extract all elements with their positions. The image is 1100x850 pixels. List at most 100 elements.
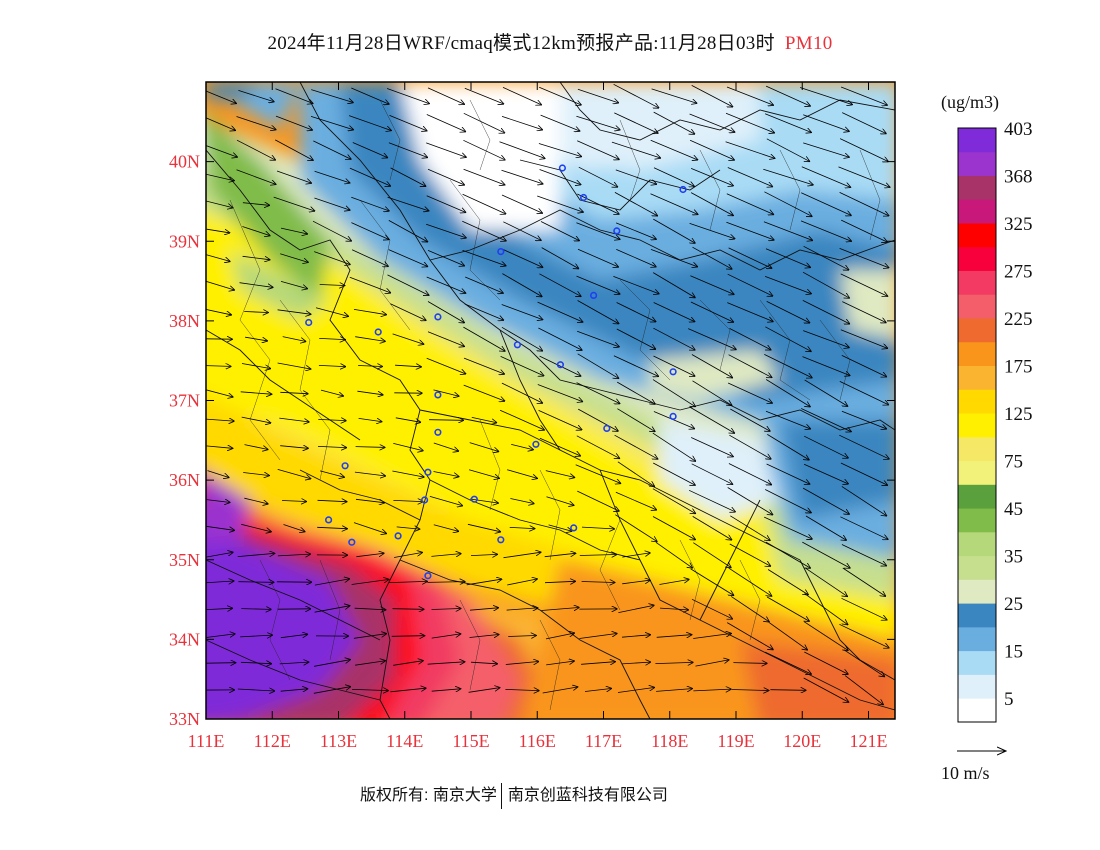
wind-vector <box>468 469 499 478</box>
wind-vector <box>462 220 505 240</box>
wind-vector <box>506 608 538 610</box>
wind-vector <box>546 496 574 505</box>
colorbar-swatch <box>958 270 996 295</box>
wind-vector <box>386 88 429 104</box>
pm10-field <box>206 82 895 719</box>
wind-vector <box>621 635 650 637</box>
wind-vector <box>206 280 234 290</box>
wind-vector <box>578 166 617 187</box>
wind-vector <box>844 675 883 705</box>
wind-vector <box>548 524 572 531</box>
wind-vector <box>803 677 849 702</box>
wind-vector <box>729 328 771 349</box>
wind-vector <box>655 662 692 663</box>
wind-vector <box>726 622 773 650</box>
wind-vector <box>206 309 231 315</box>
wind-vector <box>319 338 345 339</box>
wind-vector <box>396 527 420 529</box>
wind-vector <box>768 622 807 649</box>
wind-vector <box>505 662 538 665</box>
y-tick-label: 33N <box>169 709 200 729</box>
wind-vector <box>471 417 496 422</box>
wind-vector <box>765 379 810 407</box>
colorbar-swatch <box>958 674 996 699</box>
wind-vector <box>653 327 694 350</box>
wind-vector <box>241 363 270 369</box>
colorbar-swatch <box>958 650 996 675</box>
wind-vector <box>501 382 542 403</box>
wind-vector <box>427 168 464 185</box>
wind-vector <box>431 554 460 557</box>
wind-vector <box>206 419 233 421</box>
wind-vector <box>500 356 544 375</box>
wind-vector <box>273 196 315 211</box>
colorbar-swatch <box>958 484 996 509</box>
wind-vector <box>506 469 537 479</box>
wind-vector <box>317 446 346 447</box>
wind-vector <box>764 651 811 674</box>
wind-vector <box>689 139 734 160</box>
wind-vector <box>579 555 616 556</box>
wind-vector <box>839 623 888 647</box>
wind-vector <box>693 634 731 639</box>
wind-vector <box>613 355 658 376</box>
station-marker <box>325 516 333 524</box>
colorbar-swatch <box>958 436 996 462</box>
wind-vector <box>277 362 311 369</box>
wind-vector <box>577 140 619 160</box>
wind-vector <box>652 379 695 407</box>
wind-vector <box>727 273 773 296</box>
y-tick-label: 38N <box>169 311 200 331</box>
colorbar-swatch <box>958 175 996 200</box>
station-marker <box>497 248 505 256</box>
copyright-right: 南京创蓝科技有限公司 <box>507 787 668 804</box>
station-marker <box>470 495 478 503</box>
wind-vector <box>317 527 347 528</box>
wind-vector <box>501 304 543 320</box>
wind-vector <box>509 527 535 528</box>
wind-vector <box>839 138 888 162</box>
wind-vector <box>655 541 692 567</box>
wind-vector <box>728 463 771 485</box>
wind-vector <box>801 408 851 432</box>
wind-vector <box>584 689 611 692</box>
wind-vector <box>727 302 772 322</box>
wind-vector <box>730 408 769 431</box>
wind-vector <box>653 167 694 187</box>
wind-vector <box>801 166 850 187</box>
wind-vector <box>539 169 581 185</box>
colorbar-label: 75 <box>1004 452 1023 473</box>
wind-vector <box>355 498 384 502</box>
colorbar-label: 368 <box>1004 167 1033 188</box>
wind-vector <box>275 115 312 130</box>
wind-vector <box>283 524 305 532</box>
wind-vector <box>804 567 847 596</box>
wind-vector <box>429 496 462 505</box>
wind-vector <box>803 245 849 269</box>
wind-vector <box>839 248 889 267</box>
wind-vector <box>579 634 616 639</box>
wind-vector <box>690 301 733 322</box>
wind-vector <box>725 112 774 132</box>
wind-vector <box>507 579 537 586</box>
wind-vector <box>502 87 541 104</box>
station-marker <box>305 318 313 327</box>
wind-vector <box>206 389 232 397</box>
wind-vector <box>236 116 276 130</box>
wind-vector <box>469 442 499 452</box>
wind-vector <box>538 327 581 350</box>
wind-vector <box>426 276 466 293</box>
wind-vector <box>465 276 503 293</box>
wind-vector <box>393 500 422 501</box>
wind-vector <box>206 200 233 207</box>
wind-vector <box>390 688 425 693</box>
wind-vector <box>427 331 464 347</box>
wind-vector <box>433 442 458 451</box>
wind-vector <box>613 276 658 293</box>
wind-vector <box>541 247 579 269</box>
wind-vector <box>240 392 272 394</box>
wind-vector <box>501 194 542 213</box>
wind-vector <box>395 417 420 422</box>
wind-vector <box>426 114 465 132</box>
wind-vector <box>727 487 773 515</box>
